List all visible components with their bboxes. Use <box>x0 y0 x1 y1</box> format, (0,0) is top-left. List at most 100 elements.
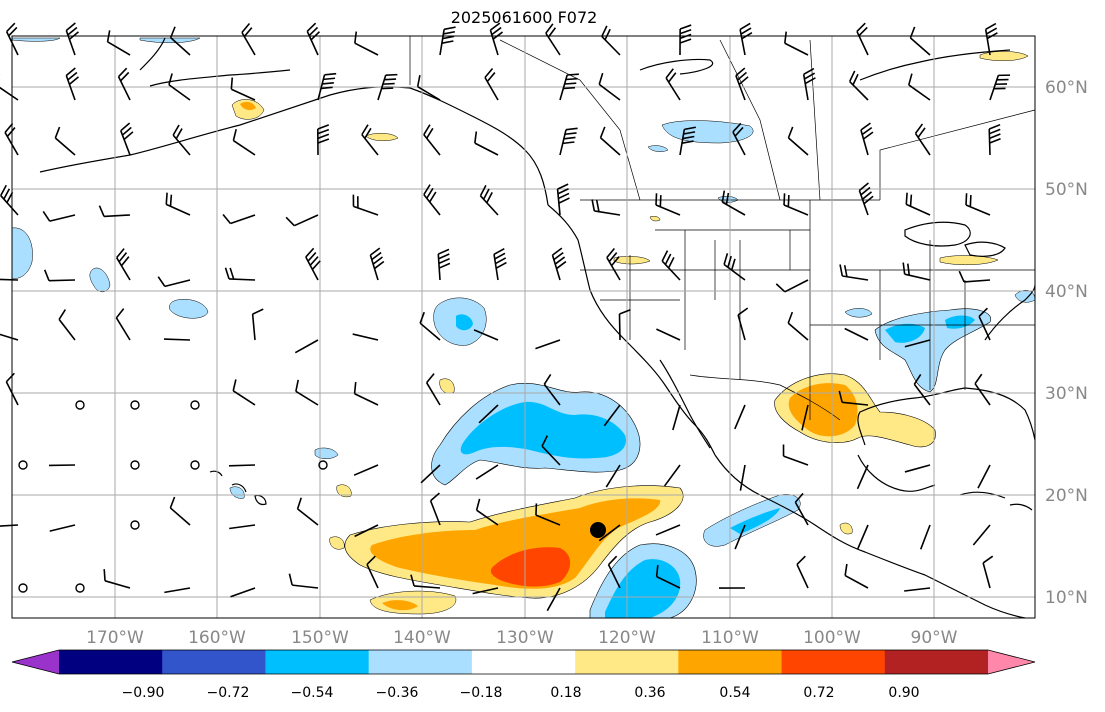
wind-barb <box>661 250 681 281</box>
wind-barb <box>232 128 256 156</box>
wind-barb <box>982 555 994 589</box>
wind-barb <box>598 72 621 101</box>
wind-barb <box>484 68 499 101</box>
latitude-labels: 60°N 50°N 40°N 30°N 20°N 10°N <box>1045 78 1088 608</box>
wind-barb <box>222 213 256 225</box>
wind-barb <box>989 74 1011 101</box>
wind-barb <box>120 122 134 156</box>
wind-barb <box>475 498 499 526</box>
calm-wind-marker <box>18 583 28 593</box>
calm-wind-marker <box>18 460 28 470</box>
wind-barb <box>316 124 330 156</box>
wind-barb <box>844 563 869 589</box>
lon-label: 130°W <box>496 628 554 648</box>
wind-barb <box>419 311 441 341</box>
wind-barb <box>723 253 746 281</box>
lon-label: 90°W <box>911 628 958 648</box>
wind-barb <box>787 311 809 341</box>
wind-barb <box>352 194 379 216</box>
calm-wind-marker <box>130 520 140 530</box>
wind-barb <box>296 497 319 526</box>
lon-label: 160°W <box>188 628 246 648</box>
wind-barb <box>425 373 441 406</box>
wind-barb <box>230 77 256 101</box>
wind-barb <box>734 524 746 550</box>
wind-barb <box>98 205 131 218</box>
wind-barb <box>655 564 681 589</box>
colorbar-tick-label: −0.90 <box>122 685 165 701</box>
wind-barb <box>858 182 874 216</box>
wind-barb <box>601 25 621 56</box>
wind-barb <box>914 123 931 156</box>
wind-barb <box>165 192 191 216</box>
colorbar-segment <box>265 650 370 674</box>
wind-barb <box>618 309 631 341</box>
wind-barb <box>0 278 19 281</box>
wind-barb <box>972 524 991 546</box>
wind-barb <box>437 248 451 281</box>
colorbar-tick-label: −0.36 <box>376 685 419 701</box>
wind-barb <box>672 404 681 431</box>
wind-barb <box>115 308 131 341</box>
wind-barb <box>902 262 931 281</box>
wind-barb <box>294 339 319 354</box>
wind-barb <box>232 379 256 406</box>
wind-barb <box>679 24 692 56</box>
wind-barb <box>775 279 809 293</box>
wind-barb <box>366 555 379 589</box>
wind-barb <box>794 492 809 526</box>
calm-wind-marker <box>190 400 200 410</box>
wind-barb <box>58 309 76 341</box>
wind-barb <box>0 333 19 341</box>
wind-barb <box>905 192 931 216</box>
wind-barb <box>679 126 696 156</box>
wind-barb <box>164 587 191 594</box>
wind-barb <box>103 569 131 589</box>
wind-barb <box>354 524 379 538</box>
wind-barb <box>735 67 749 101</box>
wind-barb <box>978 307 991 341</box>
wind-barb <box>543 374 561 406</box>
wind-barb <box>65 22 79 56</box>
wind-barb <box>0 74 19 101</box>
wind-barb <box>288 573 319 589</box>
wind-barb <box>230 587 256 598</box>
wind-barb <box>904 339 931 348</box>
wind-barb <box>353 464 379 476</box>
wind-barb <box>556 183 570 216</box>
colorbar-tick-label: −0.54 <box>291 685 334 701</box>
wind-barb <box>472 587 499 595</box>
colorbar-outline <box>11 649 1036 675</box>
wind-barb <box>439 26 456 56</box>
wind-barb <box>377 73 398 101</box>
wind-barb <box>860 122 874 156</box>
wind-barb <box>474 131 499 156</box>
wind-barb <box>599 126 621 156</box>
wind-barb <box>607 555 621 589</box>
lat-label: 20°N <box>1045 486 1088 506</box>
colorbar-tick-label: 0.18 <box>550 685 581 701</box>
wind-barb <box>606 248 621 281</box>
wind-barb <box>54 126 76 156</box>
lon-label: 110°W <box>701 628 759 648</box>
wind-barb <box>734 404 746 430</box>
lon-label: 100°W <box>803 628 861 648</box>
wind-barb <box>856 464 869 490</box>
wind-barb <box>228 464 256 467</box>
colorbar-segment <box>471 650 576 674</box>
wind-barb <box>157 276 191 288</box>
wind-barb <box>546 587 561 612</box>
wind-barb <box>656 328 681 341</box>
colorbar-labels: −0.90 −0.72 −0.54 −0.36 −0.18 0.18 0.36 … <box>122 685 920 701</box>
wind-barb <box>591 199 621 216</box>
borders <box>409 36 1036 421</box>
calm-wind-marker <box>75 400 85 410</box>
colorbar-extend-max <box>988 650 1035 674</box>
colorbar-segment <box>59 650 163 674</box>
wind-barb <box>904 464 931 473</box>
wind-barb <box>295 379 319 406</box>
wind-barb <box>838 390 869 406</box>
graticule <box>12 36 1035 618</box>
colorbar-segment <box>781 650 886 674</box>
